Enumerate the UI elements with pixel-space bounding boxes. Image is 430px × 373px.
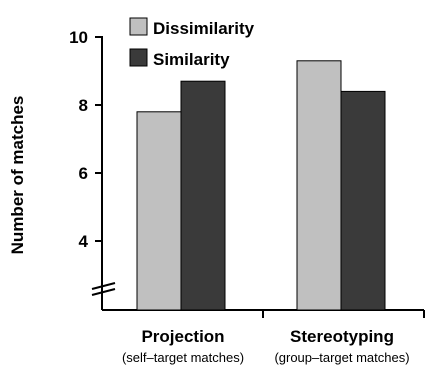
bar-dissimilarity-stereotyping (296, 60, 342, 311)
y-tick-label: 6 (79, 164, 88, 183)
category-label-stereotyping: Stereotyping (290, 327, 394, 346)
y-tick-label: 8 (79, 96, 88, 115)
category-sublabel-stereotyping: (group–target matches) (274, 350, 409, 365)
category-sublabel-projection: (self–target matches) (122, 350, 244, 365)
bar-similarity-projection (180, 80, 226, 311)
y-axis-label: Number of matches (8, 96, 27, 255)
category-label-projection: Projection (141, 327, 224, 346)
legend-swatch-similarity (129, 48, 148, 67)
bar-similarity-stereotyping (340, 90, 386, 311)
legend-swatch-dissimilarity (129, 17, 148, 36)
legend-label-similarity: Similarity (153, 50, 230, 69)
bar-dissimilarity-projection (136, 111, 182, 311)
y-tick-label: 10 (69, 28, 88, 47)
y-tick-label: 4 (79, 232, 89, 251)
axis-break-mark (91, 282, 116, 296)
legend-label-dissimilarity: Dissimilarity (153, 19, 255, 38)
legend: Dissimilarity Similarity (129, 17, 255, 69)
